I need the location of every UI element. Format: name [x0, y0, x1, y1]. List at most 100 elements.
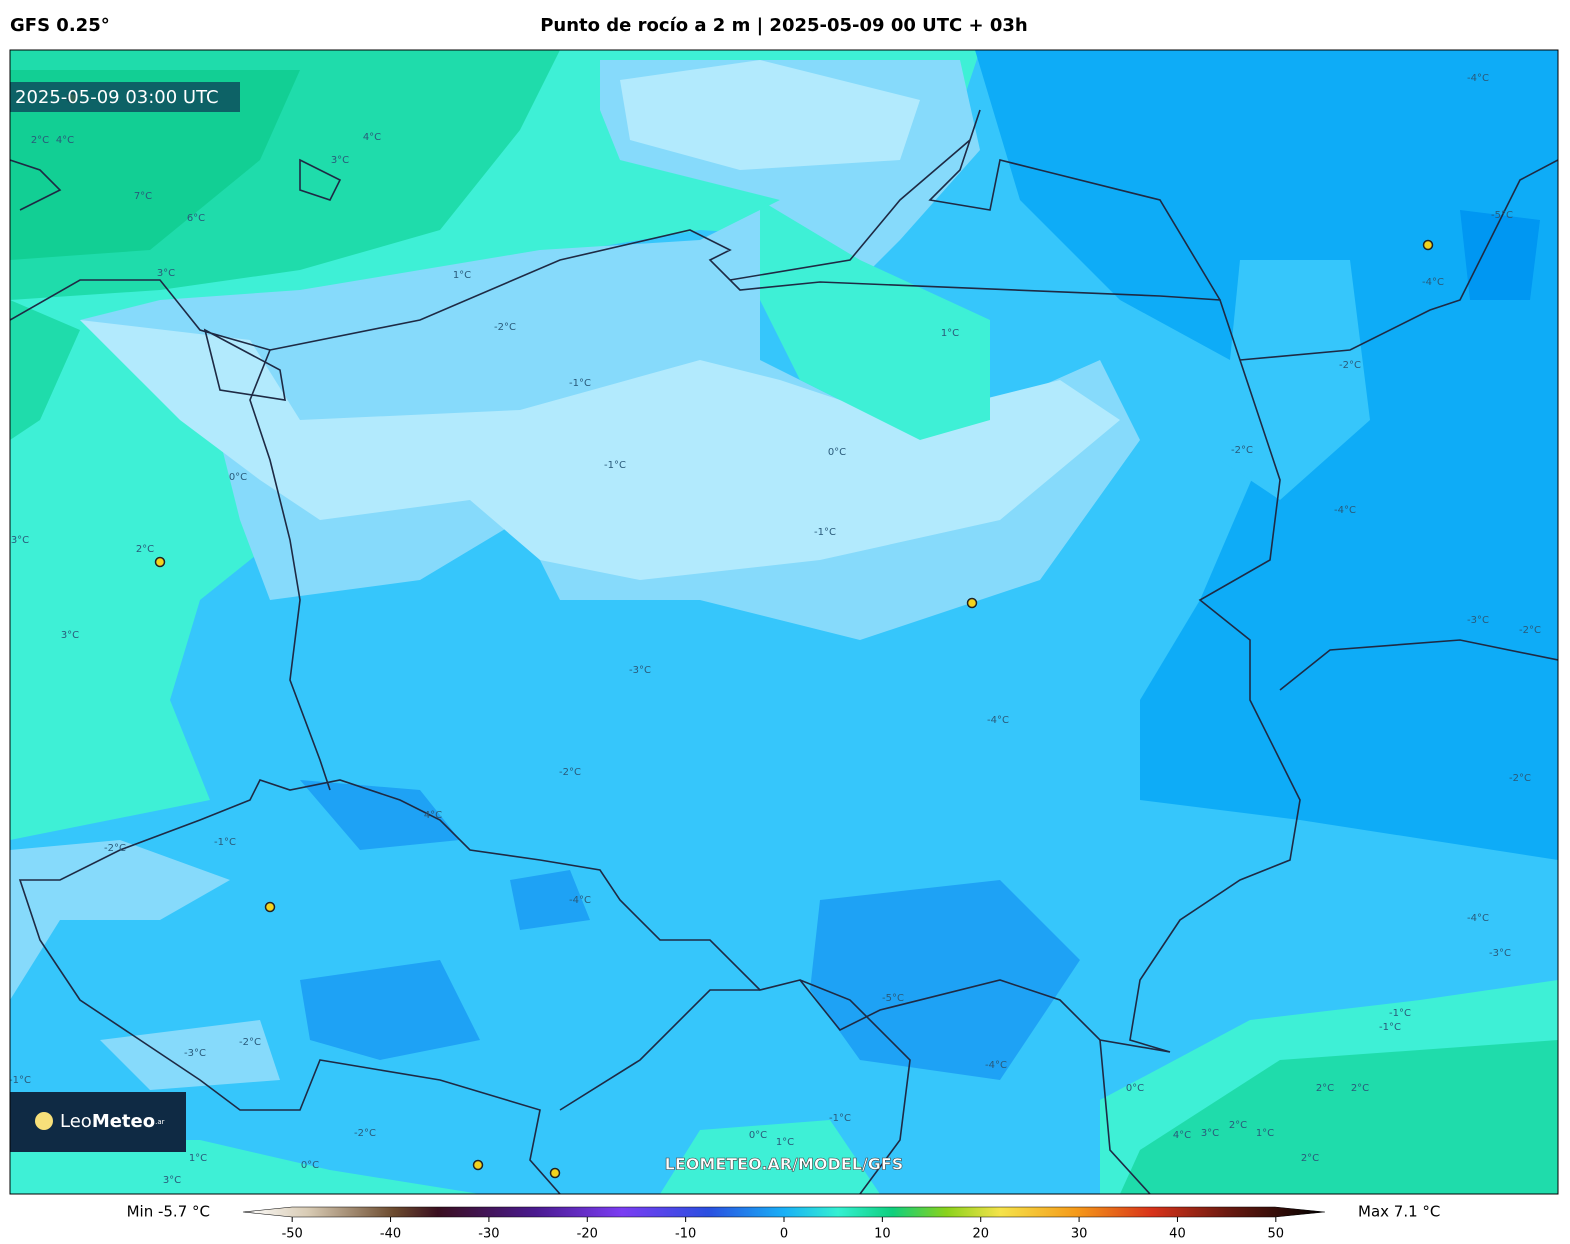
- contour-label: 1°C: [941, 328, 959, 339]
- map-frame: [9, 49, 1559, 1195]
- contour-label: -1°C: [1389, 1008, 1411, 1019]
- contour-label: 2°C: [1301, 1153, 1319, 1164]
- contour-label: 4°C: [424, 810, 442, 821]
- colorbar-tick-label: 0: [780, 1227, 788, 1242]
- logo-suffix: .ar: [155, 1118, 165, 1126]
- contour-label: -3°C: [629, 665, 651, 676]
- field-green-west: [10, 300, 80, 440]
- city-marker: [549, 1167, 561, 1179]
- city-marker: [966, 597, 978, 609]
- field-blue-east: [1220, 260, 1370, 500]
- contour-label: -1°C: [604, 460, 626, 471]
- contour-label: -1°C: [569, 378, 591, 389]
- contour-label: 1°C: [453, 270, 471, 281]
- contour-label: -3°C: [1489, 948, 1511, 959]
- country-border: [729, 109, 1221, 301]
- contour-label: 3°C: [163, 1175, 181, 1186]
- field-lightblue-south: [10, 840, 280, 1090]
- contour-label: -4°C: [985, 1060, 1007, 1071]
- field-palest: [80, 320, 1120, 580]
- valid-time: 2025-05-09 03:00 UTC: [15, 87, 219, 108]
- colorbar-ticks: -50 -40 -30 -20 -10 0 10 20 30 40 50: [282, 1217, 1285, 1242]
- contour-label: -4°C: [1467, 913, 1489, 924]
- colorbar-tick-label: 20: [972, 1227, 989, 1242]
- contour-label: -2°C: [1519, 625, 1541, 636]
- contour-label: 3°C: [11, 535, 29, 546]
- legend-min: Min -5.7 °C: [127, 1203, 210, 1221]
- field-palest-north: [620, 60, 920, 170]
- field-green-dark: [10, 70, 300, 260]
- colorbar-tick-label: 40: [1169, 1227, 1186, 1242]
- contour-label: -2°C: [1509, 773, 1531, 784]
- contour-label: 6°C: [187, 213, 205, 224]
- colorbar-tick-label: -50: [282, 1227, 303, 1242]
- country-border: [18, 229, 1301, 1194]
- colorbar-tick-label: 50: [1268, 1227, 1285, 1242]
- colorbar-tick-label: 30: [1071, 1227, 1088, 1242]
- contour-label: -1°C: [829, 1113, 851, 1124]
- logo-brand-bold: Meteo: [92, 1111, 155, 1132]
- contour-label: 3°C: [61, 630, 79, 641]
- map-title: Punto de rocío a 2 m | 2025-05-09 00 UTC…: [540, 15, 1028, 36]
- field-teal-south: [10, 1120, 880, 1194]
- contour-label: 0°C: [749, 1130, 767, 1141]
- field-deepblue: [1460, 210, 1540, 300]
- country-border: [1099, 1039, 1151, 1194]
- legend-max: Max 7.1 °C: [1358, 1203, 1440, 1221]
- contour-label: -2°C: [354, 1128, 376, 1139]
- contour-label: 2°C: [1351, 1083, 1369, 1094]
- colorbar-tick-label: -30: [478, 1227, 499, 1242]
- contour-label: 3°C: [1201, 1128, 1219, 1139]
- city-marker: [1422, 239, 1434, 251]
- contour-label: -5°C: [1491, 210, 1513, 221]
- contour-label: -4°C: [1334, 505, 1356, 516]
- contour-label: -2°C: [559, 767, 581, 778]
- map: 2°C 4°C 7°C 6°C 3°C 4°C 1°C 3°C -2°C -1°C 1°C 0°C -1…: [10, 50, 1558, 1194]
- contour-label: -4°C: [1467, 73, 1489, 84]
- contour-label: -4°C: [569, 895, 591, 906]
- country-border: [249, 349, 331, 791]
- contour-label: -3°C: [1467, 615, 1489, 626]
- contour-label: 0°C: [828, 447, 846, 458]
- contour-label: 2°C: [136, 544, 154, 555]
- contour-label: 0°C: [1126, 1083, 1144, 1094]
- logo-brand: Leo: [60, 1111, 92, 1132]
- contour-label: 0°C: [301, 1160, 319, 1171]
- country-border: [1239, 159, 1558, 361]
- time-box: [10, 82, 240, 112]
- colorbar-tick-label: -10: [675, 1227, 696, 1242]
- contour-label: -2°C: [1339, 360, 1361, 371]
- contour-label: -2°C: [104, 843, 126, 854]
- field-green-southeast: [1120, 1040, 1558, 1194]
- colorbar-tick-label: -20: [577, 1227, 598, 1242]
- contour-label: 2°C: [1316, 1083, 1334, 1094]
- contour-label: -4°C: [1422, 277, 1444, 288]
- colorbar-tick-label: -40: [380, 1227, 401, 1242]
- contour-label: -5°C: [882, 993, 904, 1004]
- contour-label: 3°C: [331, 155, 349, 166]
- country-border: [559, 979, 911, 1194]
- colorbar-tick-label: 10: [874, 1227, 891, 1242]
- contour-label: 4°C: [1173, 1130, 1191, 1141]
- contour-label: -2°C: [239, 1037, 261, 1048]
- city-marker: [264, 901, 276, 913]
- country-border: [1279, 639, 1558, 691]
- contour-label: -3°C: [184, 1048, 206, 1059]
- contour-label: 4°C: [363, 132, 381, 143]
- watermark: LEOMETEO.AR/MODEL/GFS: [665, 1155, 904, 1174]
- contour-label: 4°C: [56, 135, 74, 146]
- city-marker: [154, 556, 166, 568]
- contour-label: 1°C: [1256, 1128, 1274, 1139]
- contour-label: 2°C: [1229, 1120, 1247, 1131]
- contour-label: -1°C: [1379, 1022, 1401, 1033]
- city-marker: [472, 1159, 484, 1171]
- contour-label: -1°C: [814, 527, 836, 538]
- contour-label: -4°C: [987, 715, 1009, 726]
- contour-label: 2°C: [31, 135, 49, 146]
- contour-label: 7°C: [134, 191, 152, 202]
- contour-label: 1°C: [776, 1137, 794, 1148]
- logo-text: LeoMeteo.ar: [60, 1111, 165, 1132]
- field-teal-north: [760, 200, 990, 440]
- contour-label: 0°C: [229, 472, 247, 483]
